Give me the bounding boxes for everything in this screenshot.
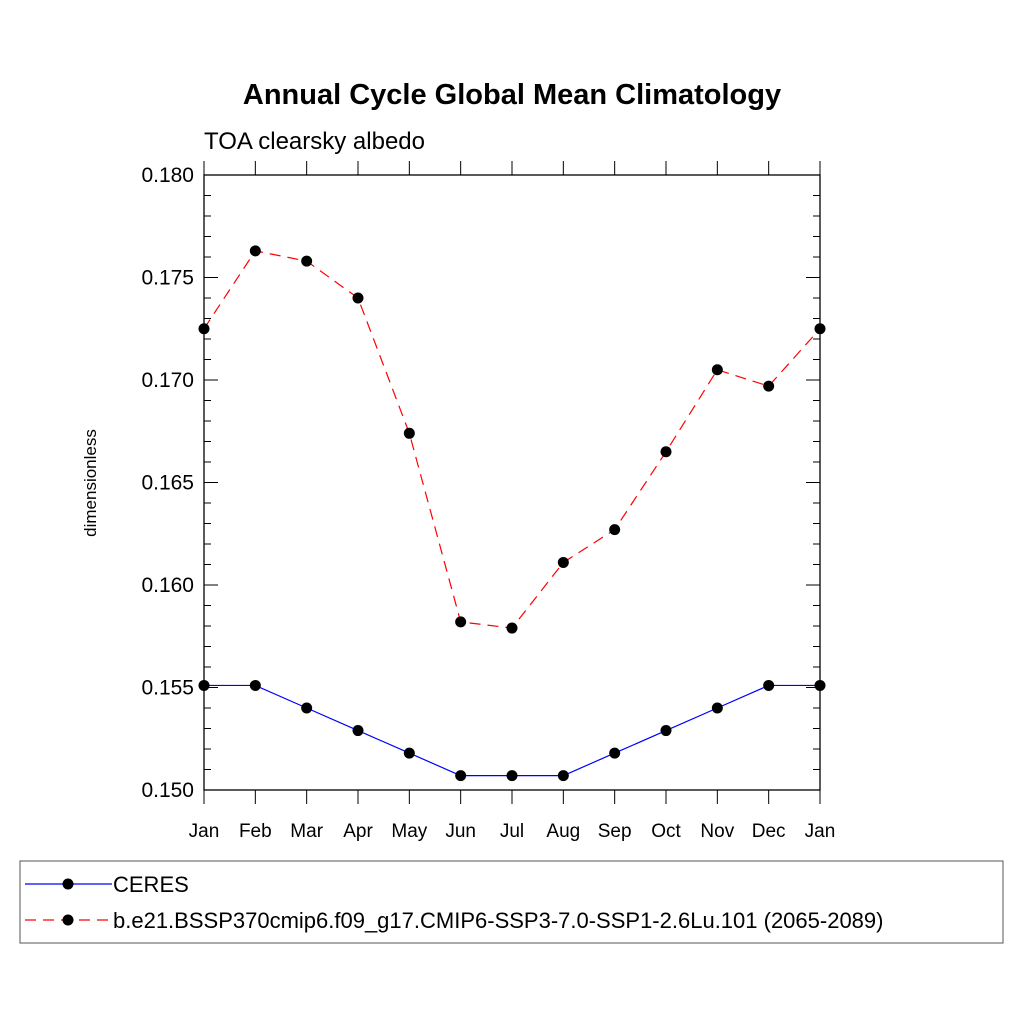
x-tick-label: Mar <box>290 821 323 842</box>
legend-box <box>19 860 1004 944</box>
series-1 <box>198 679 826 782</box>
y-tick-label: 0.175 <box>141 267 194 290</box>
data-point <box>814 323 826 335</box>
legend-marker <box>62 878 74 890</box>
x-tick-label: Nov <box>700 821 734 842</box>
x-tick-label: Jan <box>189 821 220 842</box>
data-point <box>198 323 210 335</box>
data-point <box>557 770 569 782</box>
data-point <box>352 725 364 737</box>
data-point <box>301 702 313 714</box>
series-layer <box>198 245 826 782</box>
y-tick-label: 0.155 <box>141 677 194 700</box>
x-tick-label: Dec <box>752 821 786 842</box>
y-tick-label: 0.160 <box>141 574 194 597</box>
data-point <box>711 364 723 376</box>
y-tick-label: 0.180 <box>141 164 194 187</box>
data-point <box>249 245 261 257</box>
legend-label: b.e21.BSSP370cmip6.f09_g17.CMIP6-SSP3-7.… <box>113 908 883 933</box>
data-point <box>455 770 467 782</box>
legend: CERES b.e21.BSSP370cmip6.f09_g17.CMIP6-SS… <box>19 860 1004 944</box>
data-point <box>301 255 313 267</box>
x-tick-label: Jul <box>500 821 524 842</box>
data-point <box>660 725 672 737</box>
x-tick-label: Oct <box>651 821 681 842</box>
data-point <box>557 556 569 568</box>
data-point <box>660 446 672 458</box>
chart-subtitle: TOA clearsky albedo <box>204 128 425 155</box>
data-point <box>763 679 775 691</box>
y-tick-label: 0.150 <box>141 779 194 802</box>
legend-label: CERES <box>113 872 189 897</box>
data-point <box>352 292 364 304</box>
y-axis-label: dimensionless <box>81 429 100 537</box>
plot-frame <box>203 174 821 791</box>
data-point <box>198 679 210 691</box>
data-point <box>403 427 415 439</box>
y-tick-label: 0.170 <box>141 369 194 392</box>
legend-marker <box>62 914 74 926</box>
series-2 <box>198 245 826 634</box>
x-tick-label: May <box>391 821 427 842</box>
data-point <box>506 622 518 634</box>
x-tick-label: Sep <box>598 821 632 842</box>
axes: 0.150 0.155 0.160 0.165 0.170 0.175 0.180 Jan Fe… <box>141 161 835 842</box>
data-point <box>403 747 415 759</box>
x-tick-label: Jan <box>805 821 836 842</box>
data-point <box>609 524 621 536</box>
x-tick-label: Aug <box>546 821 580 842</box>
data-point <box>763 380 775 392</box>
data-point <box>711 702 723 714</box>
x-tick-label: Feb <box>239 821 272 842</box>
chart-title: Annual Cycle Global Mean Climatology <box>243 79 781 111</box>
data-point <box>455 616 467 628</box>
y-tick-label: 0.165 <box>141 472 194 495</box>
series-line <box>203 250 821 629</box>
data-point <box>609 747 621 759</box>
x-tick-label: Jun <box>445 821 476 842</box>
data-point <box>814 679 826 691</box>
x-tick-label: Apr <box>343 821 373 842</box>
data-point <box>506 770 518 782</box>
series-line <box>204 684 820 777</box>
data-point <box>249 679 261 691</box>
